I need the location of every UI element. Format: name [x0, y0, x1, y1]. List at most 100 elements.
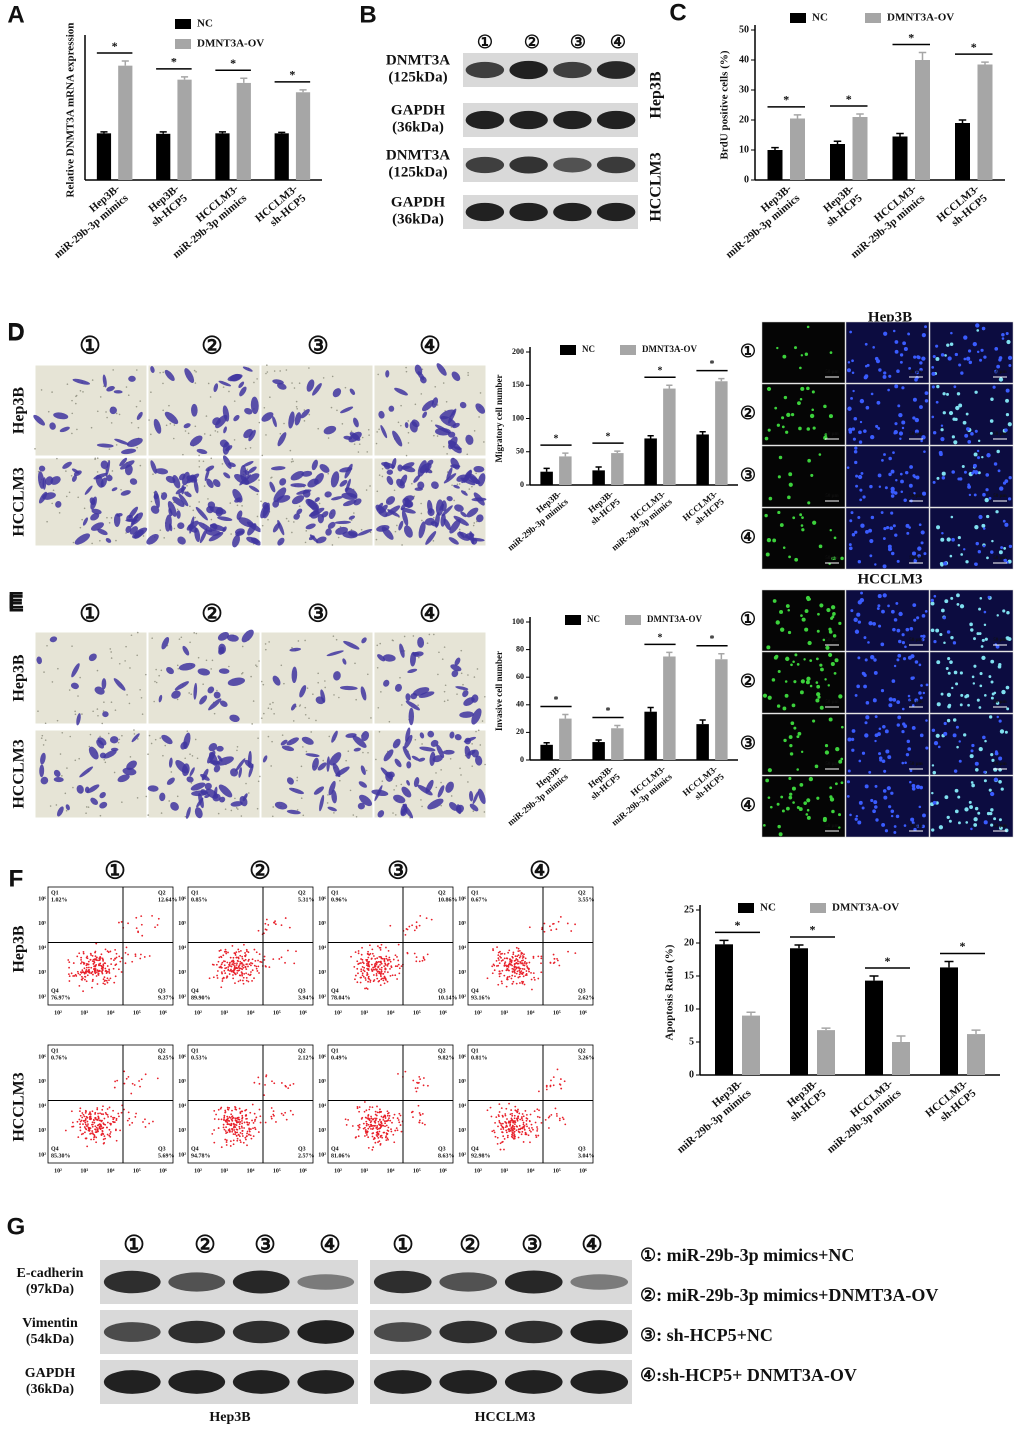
nucleus [974, 525, 979, 530]
nucleus [892, 698, 897, 702]
significance-mark: * [289, 68, 295, 82]
nucleus [970, 628, 974, 632]
event [232, 1139, 235, 1142]
cell [386, 475, 394, 485]
cell [377, 654, 386, 662]
pore [291, 382, 293, 384]
nucleus [797, 731, 802, 736]
nucleus [952, 733, 957, 738]
pore [331, 375, 334, 378]
cell [201, 768, 209, 781]
nucleus [920, 530, 925, 535]
fluorescence-row-label: ④ [740, 527, 756, 547]
pore [352, 814, 355, 816]
cell [418, 757, 426, 762]
cell [456, 474, 467, 482]
event [241, 1122, 244, 1125]
event [245, 1138, 247, 1141]
event [101, 1119, 103, 1122]
event [534, 1121, 537, 1124]
event [525, 962, 528, 964]
cell [277, 519, 285, 536]
nucleus [992, 385, 996, 389]
pore [426, 642, 429, 644]
cell [450, 457, 460, 470]
event [400, 965, 403, 968]
pore [279, 432, 282, 435]
legend-label: DMNT3A-OV [197, 38, 264, 50]
cell [194, 807, 203, 819]
nucleus [974, 806, 979, 811]
nucleus [790, 663, 793, 667]
cell [126, 437, 143, 447]
quadrant-label: Q1 [331, 890, 339, 896]
pore [324, 686, 326, 689]
event [404, 1070, 407, 1073]
event [375, 1114, 378, 1117]
nucleus [773, 655, 778, 660]
event [355, 1136, 358, 1138]
nucleus [877, 594, 882, 599]
nucleus [873, 658, 877, 662]
lane-label: ③ [307, 334, 329, 360]
panel-letter: B [359, 1, 376, 28]
event [106, 977, 109, 980]
nucleus [848, 543, 852, 547]
nucleus [881, 822, 886, 827]
nucleus [890, 489, 895, 494]
nucleus [965, 694, 970, 698]
quadrant-label: Q1 [471, 890, 479, 896]
event [240, 1125, 243, 1128]
cell [399, 474, 408, 487]
pore [381, 780, 384, 782]
nucleus [919, 361, 923, 365]
pore [197, 656, 200, 659]
event [236, 1139, 239, 1142]
pore [256, 493, 259, 496]
nucleus [892, 329, 896, 333]
blot-band [439, 1370, 498, 1394]
cell [161, 637, 170, 650]
pore [148, 734, 151, 737]
nucleus [1006, 610, 1010, 615]
pore [211, 659, 214, 662]
cell [272, 500, 280, 508]
nucleus [763, 823, 766, 827]
event [378, 1140, 381, 1143]
event [213, 1129, 215, 1131]
event [139, 957, 142, 960]
event [232, 1126, 235, 1129]
event [102, 1138, 105, 1141]
pore [104, 761, 107, 764]
event [89, 958, 92, 961]
pore [292, 720, 295, 722]
nucleus [942, 411, 946, 415]
event [394, 954, 397, 957]
pore [177, 667, 180, 670]
nucleus [789, 744, 793, 748]
nucleus [911, 786, 916, 791]
event [227, 969, 230, 972]
cell [33, 414, 46, 426]
event [558, 1083, 561, 1086]
blot-band [553, 61, 592, 79]
event [492, 1129, 495, 1132]
nucleus [800, 354, 804, 357]
cell [193, 682, 198, 700]
cell [155, 468, 169, 475]
pore [300, 765, 303, 768]
pore [90, 426, 93, 429]
nucleus [850, 396, 853, 400]
cell [279, 478, 287, 486]
event [258, 1082, 261, 1085]
nucleus [931, 791, 934, 795]
event [555, 928, 558, 931]
nucleus [851, 533, 856, 537]
nucleus [800, 750, 804, 754]
y-tick-label: 25 [684, 904, 694, 915]
event [79, 1114, 82, 1117]
quadrant-percent: 0.76% [51, 1055, 68, 1061]
event [496, 946, 498, 949]
cell [196, 797, 204, 808]
pore [176, 698, 179, 701]
